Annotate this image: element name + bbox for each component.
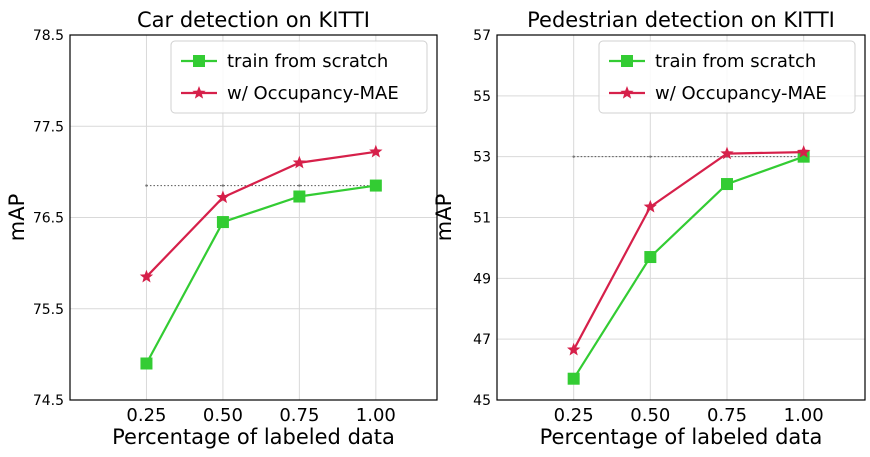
data-point [369, 179, 382, 192]
y-tick-label: 76.5 [33, 211, 64, 227]
x-tick-label: 0.50 [203, 405, 243, 426]
reference-dot [572, 155, 575, 158]
legend: train from scratch w/ Occupancy-MAE [170, 40, 428, 114]
y-tick-label: 49 [473, 271, 491, 287]
reference-dot [221, 184, 225, 187]
legend-swatch-marker [193, 55, 205, 67]
data-point [643, 199, 657, 213]
legend-entry: w/ Occupancy-MAE [609, 83, 827, 104]
series-line [572, 155, 805, 380]
legend-swatch-marker [621, 55, 633, 67]
data-point [567, 342, 581, 356]
legend: train from scratch w/ Occupancy-MAE [598, 40, 856, 114]
series-train-from-scratch [140, 179, 382, 370]
legend-label: w/ Occupancy-MAE [227, 83, 399, 104]
y-tick-label: 57 [473, 28, 491, 44]
data-point [369, 144, 383, 158]
legend-swatch-marker [192, 86, 206, 99]
y-tick-label: 75.5 [33, 302, 64, 318]
series-occupancy-mae [567, 145, 811, 356]
data-point [139, 269, 154, 283]
series-train-from-scratch [567, 150, 810, 385]
y-tick-label: 53 [473, 150, 491, 166]
y-tick-label: 47 [473, 332, 491, 348]
series-line [572, 151, 804, 351]
data-point [292, 155, 307, 169]
y-tick-label: 74.5 [33, 393, 64, 409]
x-tick-label: 1.00 [356, 405, 396, 426]
series-line [145, 184, 376, 365]
data-point [720, 146, 734, 160]
data-point [644, 251, 657, 264]
x-axis-label: Percentage of labeled data [112, 425, 395, 449]
x-tick-label: 0.50 [630, 405, 670, 426]
data-point [216, 190, 230, 204]
x-axis-label: Percentage of labeled data [540, 425, 823, 449]
data-point [567, 372, 580, 385]
data-point [140, 357, 153, 370]
legend-swatch-marker [620, 86, 634, 99]
y-axis-label: mAP [5, 194, 29, 242]
reference-dot [649, 155, 652, 158]
y-axis-label: mAP [432, 194, 456, 242]
legend-box [598, 40, 856, 114]
y-tick-label: 45 [473, 393, 491, 409]
legend-label: train from scratch [227, 51, 388, 72]
reference-dot [298, 184, 301, 187]
legend-label: w/ Occupancy-MAE [655, 83, 827, 104]
series-line [145, 150, 376, 278]
reference-dot [145, 184, 148, 187]
chart-panel-1: 74.5 75.5 76.5 77.5 78.5 0.25 0.50 0.75 1.00 Car … [5, 8, 438, 449]
y-tick-label: 51 [473, 211, 491, 227]
chart-title: Car detection on KITTI [137, 8, 370, 32]
legend-entry: train from scratch [181, 51, 388, 72]
legend-label: train from scratch [655, 51, 816, 72]
x-tick-label: 0.75 [707, 405, 747, 426]
y-tick-label: 78.5 [33, 28, 64, 44]
legend-entry: train from scratch [609, 51, 816, 72]
chart-title: Pedestrian detection on KITTI [527, 8, 835, 32]
data-point [797, 145, 811, 158]
y-tick-label: 77.5 [33, 119, 64, 135]
series-occupancy-mae [139, 144, 383, 283]
y-tick-label: 55 [473, 89, 491, 105]
plot-frame [69, 34, 438, 401]
x-tick-label: 0.25 [554, 405, 594, 426]
x-tick-label: 1.00 [784, 405, 824, 426]
legend-box [170, 40, 428, 114]
data-point [721, 178, 733, 191]
data-point [293, 190, 306, 203]
chart-panel-2: 45 47 49 51 53 55 57 0.25 0.50 0.75 1.00 Pedestrian… [432, 8, 866, 449]
x-tick-label: 0.25 [126, 405, 166, 426]
legend-entry: w/ Occupancy-MAE [181, 83, 399, 104]
plot-frame [496, 34, 866, 401]
x-tick-label: 0.75 [279, 405, 319, 426]
data-point [216, 216, 229, 229]
